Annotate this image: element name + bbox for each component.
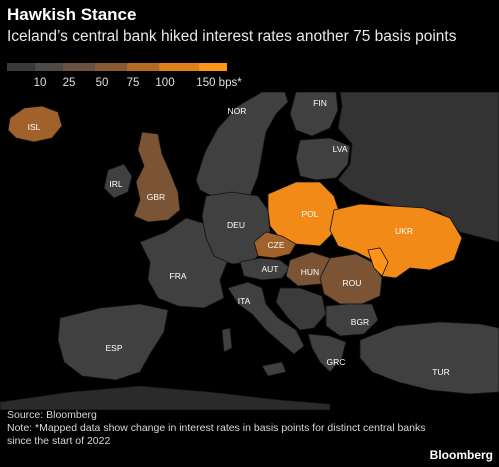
legend-swatch-1: [35, 63, 63, 71]
country-UKR: [329, 203, 463, 279]
country-BGR: [325, 303, 379, 337]
label-HUN: HUN: [301, 267, 319, 277]
country-ESP: [57, 303, 169, 381]
label-GBR: GBR: [147, 192, 165, 202]
legend-tick-75: 75: [126, 77, 140, 89]
legend-swatch-6: [199, 63, 227, 71]
label-TUR: TUR: [432, 367, 449, 377]
island-sardinia: [221, 327, 233, 353]
label-ITA: ITA: [238, 296, 251, 306]
region-east: [337, 92, 499, 243]
label-GRC: GRC: [327, 357, 346, 367]
legend-swatch-5: [159, 63, 199, 71]
chart-title: Hawkish Stance: [7, 5, 137, 24]
country-GBR: [133, 131, 181, 223]
island-sicily: [261, 361, 287, 377]
legend-tick-150: 150 bps*: [196, 77, 242, 89]
label-FIN: FIN: [313, 98, 327, 108]
country-ITA: [227, 281, 305, 355]
label-LVA: LVA: [333, 144, 348, 154]
color-legend: 10 25 50 75 100 150 bps*: [7, 63, 247, 93]
label-AUT: AUT: [262, 264, 279, 274]
legend-swatch-2: [63, 63, 95, 71]
label-UKR: UKR: [395, 226, 413, 236]
country-IRL: [103, 163, 133, 199]
legend-swatch-3: [95, 63, 127, 71]
legend-tick-10: 10: [33, 77, 47, 89]
country-AUT: [239, 257, 291, 281]
legend-tick-50: 50: [95, 77, 109, 89]
country-FRA: [139, 217, 229, 309]
label-DEU: DEU: [227, 220, 245, 230]
country-TUR: [359, 321, 499, 395]
europe-map: ISL NOR FIN LVA IRL GBR DEU POL CZE UKR …: [0, 92, 499, 410]
label-POL: POL: [301, 209, 318, 219]
label-NOR: NOR: [228, 106, 247, 116]
country-ROU: [319, 253, 383, 305]
label-ROU: ROU: [343, 278, 362, 288]
legend-tick-25: 25: [62, 77, 76, 89]
label-BGR: BGR: [351, 317, 369, 327]
chart-subtitle: Iceland’s central bank hiked interest ra…: [7, 28, 457, 45]
label-CZE: CZE: [268, 240, 285, 250]
label-ESP: ESP: [105, 343, 122, 353]
country-CZE: [253, 231, 297, 259]
country-MDA: [367, 247, 389, 277]
region-balkans: [275, 287, 327, 331]
footnote: Note: *Mapped data show change in intere…: [7, 422, 426, 447]
label-IRL: IRL: [109, 179, 123, 189]
label-FRA: FRA: [170, 271, 187, 281]
country-POL: [267, 181, 341, 247]
country-ISL: [7, 105, 63, 143]
legend-swatch-0: [7, 63, 35, 71]
country-GRC: [307, 333, 347, 373]
region-north-africa: [0, 385, 331, 410]
brand-logo: Bloomberg: [429, 448, 493, 462]
legend-swatch-4: [127, 63, 159, 71]
country-FIN: [289, 92, 339, 137]
country-LVA: [295, 137, 351, 181]
legend-tick-100: 100: [155, 77, 175, 89]
source-note: Source: Bloomberg: [7, 409, 97, 421]
label-ISL: ISL: [28, 122, 41, 132]
